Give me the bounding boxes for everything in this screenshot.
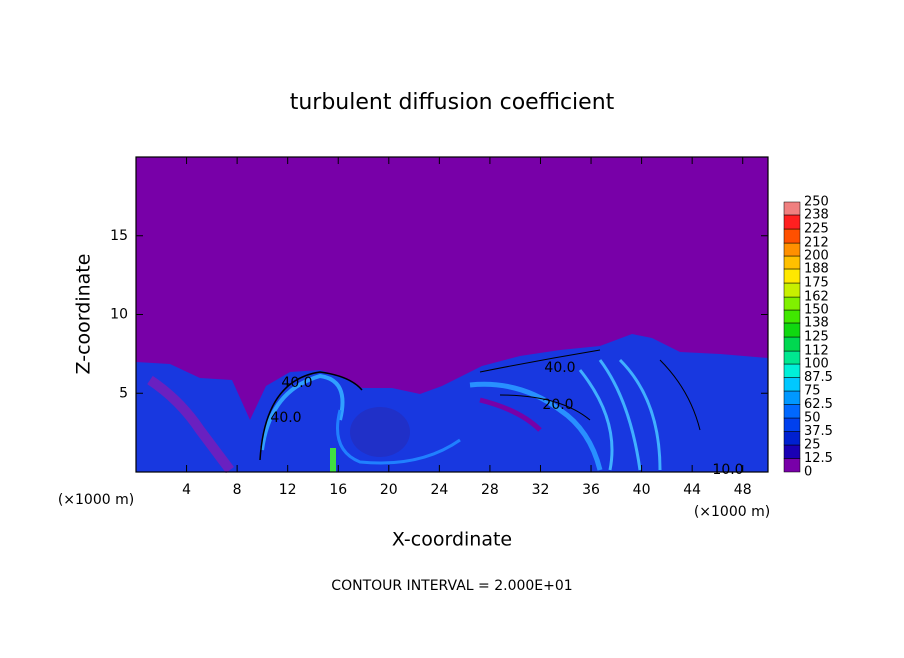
colorbar-cell: [783, 336, 801, 352]
colorbar-cell: [783, 228, 801, 244]
colorbar-label: 150: [804, 303, 829, 318]
colorbar-cell: [783, 322, 801, 338]
field-swirl: [330, 448, 336, 472]
field-swirl: [147, 375, 234, 474]
contour-label: 40.0: [281, 375, 312, 391]
colorbar-label: 225: [804, 222, 829, 237]
x-axis-label: X-coordinate: [392, 529, 512, 551]
colorbar-cell: [783, 214, 801, 230]
colorbar-label: 175: [804, 276, 829, 291]
colorbar-cell: [783, 417, 801, 432]
contour-label: 40.0: [270, 410, 301, 426]
colorbar-label: 162: [804, 290, 829, 305]
colorbar-label: 212: [804, 236, 829, 251]
contour-label: 40.0: [544, 360, 575, 376]
colorbar-label: 188: [804, 261, 829, 276]
colorbar-label: 100: [804, 357, 829, 372]
colorbar-cell: [783, 458, 801, 473]
field-swirl: [578, 358, 662, 471]
colorbar-label: 37.5: [804, 424, 833, 439]
field: [136, 157, 768, 474]
x-tick-label: 40: [633, 482, 651, 498]
x-tick-label: 12: [279, 482, 297, 498]
x-tick-label: 48: [734, 482, 752, 498]
y-axis-label: Z-coordinate: [73, 254, 95, 375]
colorbar-label: 200: [804, 249, 829, 264]
colorbar-label: 250: [804, 195, 829, 210]
colorbar-cell: [783, 242, 801, 257]
y-tick-label: 5: [119, 385, 128, 401]
colorbar-cell: [783, 255, 801, 270]
colorbar-label: 12.5: [804, 451, 833, 466]
colorbar-label: 62.5: [804, 397, 833, 412]
field-swirl: [469, 381, 603, 471]
colorbar-cell: [783, 404, 801, 419]
colorbar-label: 50: [804, 411, 821, 426]
x-tick-label: 16: [329, 482, 347, 498]
field-swirl: [479, 397, 542, 432]
x-tick-label: 36: [582, 482, 600, 498]
y-tick-label: 10: [110, 307, 128, 323]
colorbar-cell: [783, 309, 801, 324]
colorbar-cell: [783, 363, 801, 378]
contour-label: 20.0: [542, 397, 573, 413]
x-tick-label: 4: [182, 482, 191, 498]
x-tick-label: 24: [430, 482, 448, 498]
colorbar-label: 112: [804, 344, 829, 359]
field-swirl: [260, 373, 345, 451]
colorbar-label: 25: [804, 438, 821, 453]
colorbar-cell: [783, 296, 801, 311]
colorbar-label: 238: [804, 207, 829, 222]
colorbar-cell: [783, 444, 801, 459]
x-unit-label: (×1000 m): [694, 504, 770, 520]
field-swirl: [336, 409, 461, 465]
chart-title: turbulent diffusion coefficient: [290, 90, 615, 115]
x-tick-label: 44: [683, 482, 701, 498]
y-tick-label: 15: [110, 228, 128, 244]
contour-line: [259, 371, 363, 461]
colorbar-cell: [783, 377, 801, 392]
colorbar-cell: [783, 390, 801, 405]
colorbar-cell: [783, 201, 801, 216]
x-tick-label: 32: [532, 482, 550, 498]
x-tick-label: 8: [233, 482, 242, 498]
contour-line: [479, 349, 701, 431]
x-unit-label: (×1000 m): [58, 492, 134, 508]
colorbar-label: 0: [804, 465, 812, 480]
colorbar-label: 87.5: [804, 370, 833, 385]
colorbar-label: 75: [804, 384, 821, 399]
x-tick-label: 20: [380, 482, 398, 498]
colorbar-label: 138: [804, 315, 829, 330]
field-swirl: [350, 407, 410, 457]
colorbar-cell: [783, 268, 801, 284]
colorbar-label: 125: [804, 330, 829, 345]
x-tick-label: 28: [481, 482, 499, 498]
contour-label: 10.0: [712, 462, 743, 478]
colorbar-cell: [783, 431, 801, 446]
footer: CONTOUR INTERVAL = 2.000E+01: [331, 578, 572, 594]
colorbar-cell: [783, 282, 801, 298]
colorbar-cell: [783, 350, 801, 365]
